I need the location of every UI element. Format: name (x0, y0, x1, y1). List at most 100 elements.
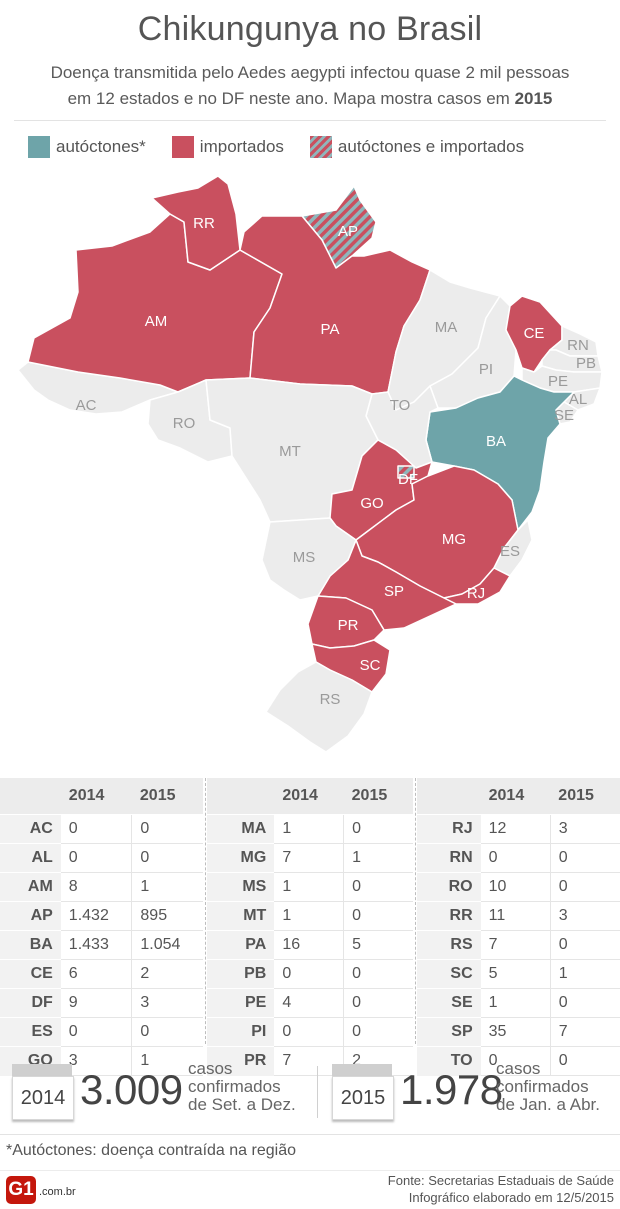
table-cell-2015: 0 (343, 959, 413, 989)
table-cell-2015: 1 (549, 959, 620, 989)
table-cell-state: MS (207, 872, 275, 902)
map-label-SP: SP (384, 583, 404, 600)
map-label-SC: SC (360, 657, 381, 674)
map-label-MS: MS (293, 549, 316, 566)
table-cell-2014: 12 (480, 814, 551, 844)
table-row: TO 0 0 (417, 1046, 620, 1076)
subtitle-line-2: em 12 estados e no DF neste ano. Mapa mo… (0, 86, 620, 112)
table-cell-2015: 0 (131, 1017, 203, 1047)
table-cell-2014: 1.433 (60, 930, 132, 960)
table-cell-state: PE (207, 988, 275, 1018)
map-label-CE: CE (524, 325, 545, 342)
map-label-ES: ES (500, 543, 520, 560)
table-header-state (417, 778, 481, 815)
map-label-MA: MA (435, 319, 458, 336)
table-cell-2015: 0 (549, 1046, 620, 1076)
table-cell-2015: 0 (131, 814, 203, 844)
table-cell-2014: 1.432 (60, 901, 132, 931)
map-label-MT: MT (279, 443, 301, 460)
table-row: RJ 12 3 (417, 814, 620, 844)
table-cell-2014: 0 (60, 843, 132, 873)
map-label-RJ: RJ (467, 585, 485, 602)
table-cell-2014: 1 (480, 988, 551, 1018)
table-cell-2014: 6 (60, 959, 132, 989)
total-caption-2014: casos confirmados de Set. a Dez. (188, 1060, 296, 1114)
total-caption-2014-line-3: de Set. a Dez. (188, 1095, 296, 1114)
table-cell-2015: 0 (343, 988, 413, 1018)
table-cell-2015: 2 (131, 959, 203, 989)
total-caption-2015-line-3: de Jan. a Abr. (496, 1095, 600, 1114)
map-label-PI: PI (479, 361, 493, 378)
table-cell-state: PB (207, 959, 275, 989)
table-header-2015: 2015 (343, 778, 413, 815)
table-cell-2014: 7 (274, 1046, 344, 1076)
calendar-icon: 2015 (332, 1064, 394, 1120)
table-cell-2014: 0 (60, 1017, 132, 1047)
table-cell-state: AC (0, 814, 61, 844)
map-label-AP: AP (338, 223, 358, 240)
table-row: SE 1 0 (417, 988, 620, 1018)
table-cell-state: RN (417, 843, 481, 873)
legend-swatch-importados (171, 136, 194, 158)
subtitle-line-1: Doença transmitida pelo Aedes aegypti in… (50, 63, 570, 82)
table-cell-state: MA (207, 814, 275, 844)
table-cell-2014: 35 (480, 1017, 551, 1047)
legend-label-autoctones: autóctones* (56, 137, 146, 156)
table-row: PI 0 0 (207, 1017, 413, 1047)
table-cell-2014: 0 (60, 814, 132, 844)
table-cell-state: PA (207, 930, 275, 960)
table-cell-state: AL (0, 843, 61, 873)
source-credits: Fonte: Secretarias Estaduais de Saúde In… (388, 1172, 614, 1206)
table-cell-2015: 7 (549, 1017, 620, 1047)
cases-table-col-1: 2014 2015 AC 0 0 AL 0 0 AM 8 1 AP 1.432 895 BA 1.433 1… (0, 778, 203, 1076)
map-label-SE: SE (554, 407, 574, 424)
table-cell-state: AP (0, 901, 61, 931)
total-value-2014: 3.009 (80, 1066, 183, 1113)
map-label-RS: RS (320, 691, 341, 708)
table-header-2015: 2015 (131, 778, 203, 815)
credit-line: Infográfico elaborado em 12/5/2015 (408, 1190, 614, 1205)
table-row: RN 0 0 (417, 843, 620, 873)
table-cell-2015: 0 (549, 843, 620, 873)
table-cell-2015: 0 (549, 930, 620, 960)
calendar-icon: 2014 (12, 1064, 74, 1120)
table-row: DF 9 3 (0, 988, 203, 1018)
brazil-map: AC AM RR AP PA MA PI CE RN PB PE AL SE B… (17, 175, 603, 753)
legend: autóctones* importados autóctones e impo… (28, 134, 550, 160)
table-cell-2015: 3 (549, 814, 620, 844)
table-row: AC 0 0 (0, 814, 203, 844)
table-header-2014: 2014 (480, 778, 551, 815)
table-cell-state: PR (207, 1046, 275, 1076)
map-label-RN: RN (567, 337, 589, 354)
total-year-2015: 2015 (332, 1076, 394, 1120)
table-cell-2015: 1 (131, 1046, 203, 1076)
table-header-state (207, 778, 275, 815)
total-caption-2015-line-2: confirmados (496, 1077, 589, 1096)
map-label-PE: PE (548, 373, 568, 390)
map-label-MG: MG (442, 531, 466, 548)
table-cell-2015: 0 (343, 901, 413, 931)
table-cell-2014: 7 (480, 930, 551, 960)
map-label-GO: GO (360, 495, 383, 512)
table-cell-state: RO (417, 872, 481, 902)
state-DF (397, 465, 415, 479)
divider (14, 120, 606, 121)
cases-table: 2014 2015 AC 0 0 AL 0 0 AM 8 1 AP 1.432 895 BA 1.433 1… (0, 778, 620, 1076)
total-caption-2015-line-1: casos (496, 1059, 541, 1078)
subtitle-line-2-text: em 12 estados e no DF neste ano. Mapa mo… (67, 89, 510, 108)
legend-label-ambos: autóctones e importados (337, 137, 525, 156)
g1-logo-domain: .com.br (39, 1186, 76, 1198)
state-ES (493, 519, 533, 577)
map-label-RO: RO (173, 415, 196, 432)
source-line: Fonte: Secretarias Estaduais de Saúde (387, 1173, 614, 1188)
table-cell-2014: 0 (480, 1046, 551, 1076)
table-row: PA 16 5 (207, 930, 413, 960)
table-cell-2014: 1 (274, 901, 344, 931)
total-value-2015: 1.978 (400, 1066, 503, 1113)
table-row: RO 10 0 (417, 872, 620, 902)
table-cell-2015: 0 (549, 988, 620, 1018)
table-header-2014: 2014 (274, 778, 344, 815)
map-label-PR: PR (338, 617, 359, 634)
g1-logo[interactable]: G1 .com.br (6, 1176, 96, 1204)
map-label-BA: BA (486, 433, 506, 450)
